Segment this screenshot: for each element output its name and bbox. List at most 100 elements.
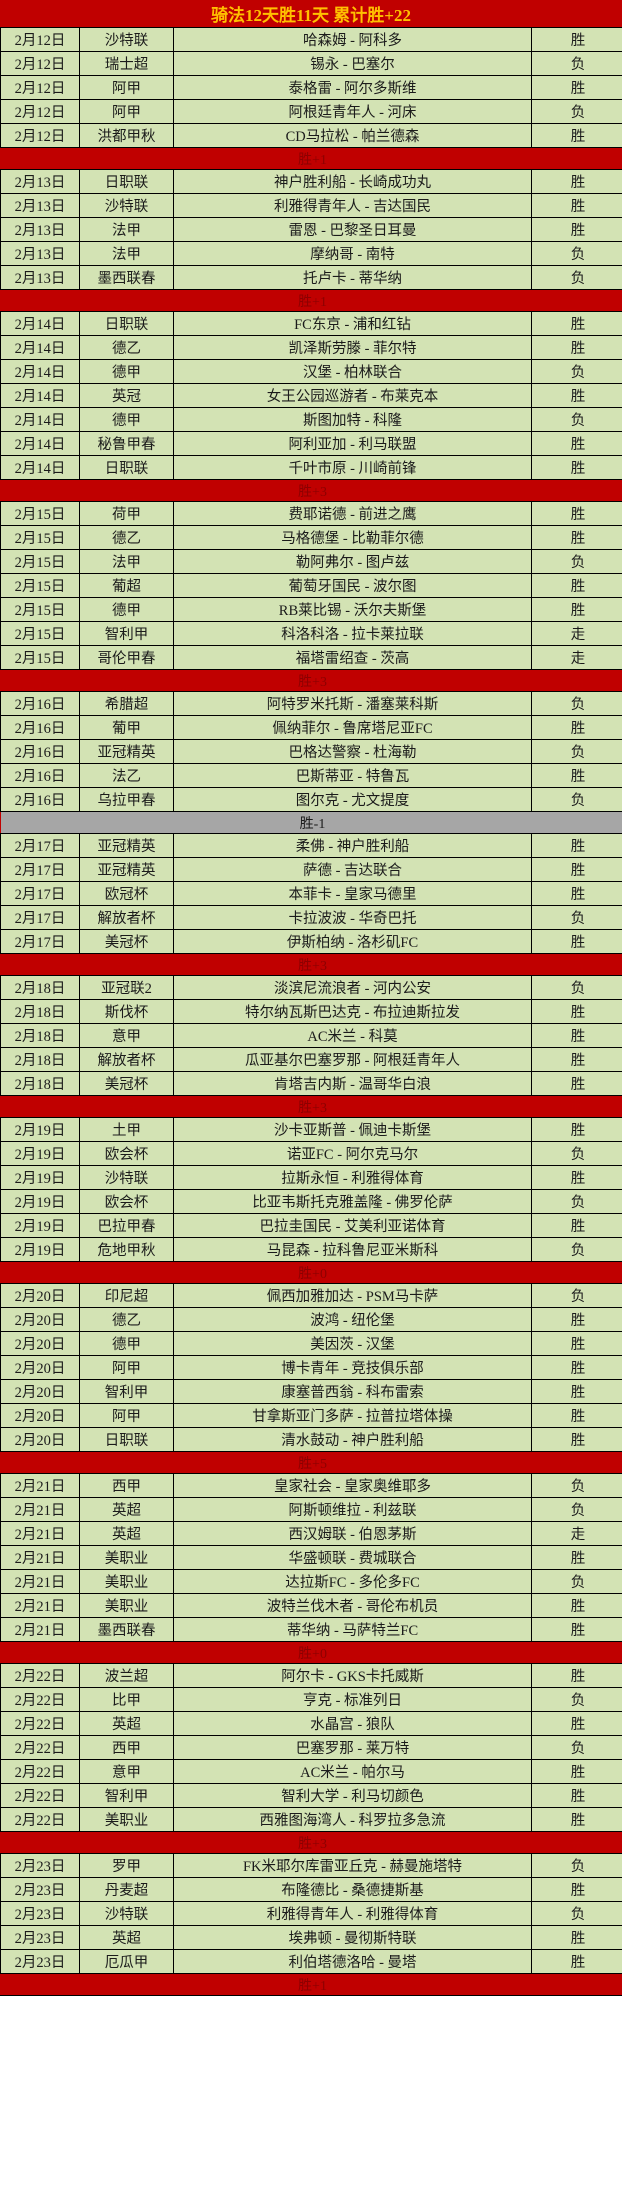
day-summary-label: 胜+5 — [0, 1451, 622, 1474]
cell-match: 阿利亚加 - 利马联盟 — [173, 431, 532, 456]
table-row: 2月22日 美职业 西雅图海湾人 - 科罗拉多急流胜 — [0, 1807, 622, 1832]
table-row: 2月20日 印尼超 佩西加雅加达 - PSM马卡萨负 — [0, 1283, 622, 1308]
cell-league: 法甲 — [79, 549, 174, 574]
cell-result: 负 — [531, 1735, 622, 1760]
cell-league: 德甲 — [79, 359, 174, 384]
cell-match: 雷恩 - 巴黎圣日耳曼 — [173, 217, 532, 242]
table-row: 2月17日 美冠杯 伊斯柏纳 - 洛杉矶FC 胜 — [0, 929, 622, 954]
cell-match: 埃弗顿 - 曼彻斯特联 — [173, 1925, 532, 1950]
table-row: 2月17日 亚冠精英 萨德 - 吉达联合胜 — [0, 857, 622, 882]
table-row: 2月19日 欧会杯 比亚韦斯托克雅盖隆 - 佛罗伦萨负 — [0, 1189, 622, 1214]
cell-result: 胜 — [531, 1807, 622, 1832]
cell-result: 负 — [531, 905, 622, 930]
table-row: 2月19日 沙特联 拉斯永恒 - 利雅得体育胜 — [0, 1165, 622, 1190]
table-row: 2月14日 秘鲁甲春 阿利亚加 - 利马联盟胜 — [0, 431, 622, 456]
cell-date: 2月20日 — [0, 1427, 80, 1452]
cell-date: 2月14日 — [0, 407, 80, 432]
cell-league: 葡甲 — [79, 715, 174, 740]
cell-result: 胜 — [531, 857, 622, 882]
table-row: 2月21日 美职业 波特兰伐木者 - 哥伦布机员胜 — [0, 1593, 622, 1618]
cell-match: 萨德 - 吉达联合 — [173, 857, 532, 882]
cell-league: 墨西联春 — [79, 265, 174, 290]
cell-league: 亚冠联2 — [79, 975, 174, 1000]
cell-date: 2月22日 — [0, 1687, 80, 1712]
cell-date: 2月15日 — [0, 597, 80, 622]
cell-league: 印尼超 — [79, 1283, 174, 1308]
cell-match: 华盛顿联 - 费城联合 — [173, 1545, 532, 1570]
cell-league: 危地甲秋 — [79, 1237, 174, 1262]
cell-league: 日职联 — [79, 169, 174, 194]
cell-date: 2月21日 — [0, 1497, 80, 1522]
cell-league: 比甲 — [79, 1687, 174, 1712]
cell-match: 佩西加雅加达 - PSM马卡萨 — [173, 1283, 532, 1308]
cell-result: 胜 — [531, 525, 622, 550]
cell-result: 胜 — [531, 929, 622, 954]
cell-match: 女王公园巡游者 - 布莱克本 — [173, 383, 532, 408]
cell-result: 负 — [531, 265, 622, 290]
cell-league: 厄瓜甲 — [79, 1949, 174, 1974]
day-summary-label: 胜+1 — [0, 147, 622, 170]
cell-date: 2月19日 — [0, 1213, 80, 1238]
table-row: 2月22日 英超 水晶宫 - 狼队胜 — [0, 1711, 622, 1736]
cell-result: 胜 — [531, 1545, 622, 1570]
cell-league: 日职联 — [79, 311, 174, 336]
cell-result: 走 — [531, 621, 622, 646]
cell-result: 负 — [531, 691, 622, 716]
cell-date: 2月21日 — [0, 1545, 80, 1570]
cell-result: 胜 — [531, 1949, 622, 1974]
day-summary-row: 胜+3 — [0, 1095, 622, 1118]
day-summary-row: 胜+1 — [0, 1973, 622, 1996]
cell-date: 2月13日 — [0, 265, 80, 290]
cell-result: 胜 — [531, 1711, 622, 1736]
cell-result: 负 — [531, 359, 622, 384]
cell-date: 2月12日 — [0, 99, 80, 124]
cell-league: 西甲 — [79, 1735, 174, 1760]
cell-result: 胜 — [531, 169, 622, 194]
cell-result: 胜 — [531, 763, 622, 788]
cell-match: 阿尔卡 - GKS卡托威斯 — [173, 1663, 532, 1688]
page-title: 骑法12天胜11天 累计胜+22 — [0, 0, 622, 27]
cell-result: 胜 — [531, 1925, 622, 1950]
table-row: 2月13日 墨西联春 托卢卡 - 蒂华纳负 — [0, 265, 622, 290]
table-row: 2月16日 乌拉甲春 图尔克 - 尤文提度负 — [0, 787, 622, 812]
cell-date: 2月21日 — [0, 1569, 80, 1594]
cell-match: 智利大学 - 利马切颜色 — [173, 1783, 532, 1808]
day-summary-row: 胜+5 — [0, 1451, 622, 1474]
cell-date: 2月19日 — [0, 1165, 80, 1190]
table-row: 2月23日 丹麦超 布隆德比 - 桑德捷斯基胜 — [0, 1877, 622, 1902]
cell-league: 亚冠精英 — [79, 857, 174, 882]
cell-match: 皇家社会 - 皇家奥维耶多 — [173, 1473, 532, 1498]
cell-result: 负 — [531, 787, 622, 812]
results-table: 2月12日 沙特联 哈森姆 - 阿科多胜 2月12日 瑞士超 锡永 - 巴塞尔负 2月12日… — [0, 27, 622, 1996]
cell-match: 阿根廷青年人 - 河床 — [173, 99, 532, 124]
cell-result: 胜 — [531, 1593, 622, 1618]
cell-date: 2月22日 — [0, 1807, 80, 1832]
cell-match: 佩纳菲尔 - 鲁席塔尼亚FC — [173, 715, 532, 740]
cell-date: 2月19日 — [0, 1141, 80, 1166]
cell-date: 2月18日 — [0, 1047, 80, 1072]
table-row: 2月20日 德乙 波鸿 - 纽伦堡胜 — [0, 1307, 622, 1332]
cell-result: 负 — [531, 1497, 622, 1522]
cell-match: 波鸿 - 纽伦堡 — [173, 1307, 532, 1332]
cell-match: 摩纳哥 - 南特 — [173, 241, 532, 266]
cell-date: 2月14日 — [0, 311, 80, 336]
cell-result: 胜 — [531, 1213, 622, 1238]
cell-date: 2月16日 — [0, 715, 80, 740]
table-row: 2月18日 解放者杯 瓜亚基尔巴塞罗那 - 阿根廷青年人胜 — [0, 1047, 622, 1072]
cell-result: 胜 — [531, 1355, 622, 1380]
cell-match: 巴塞罗那 - 莱万特 — [173, 1735, 532, 1760]
table-row: 2月21日 墨西联春 蒂华纳 - 马萨特兰FC 胜 — [0, 1617, 622, 1642]
table-row: 2月18日 斯伐杯 特尔纳瓦斯巴达克 - 布拉迪斯拉发胜 — [0, 999, 622, 1024]
table-row: 2月19日 欧会杯 诺亚FC - 阿尔克马尔负 — [0, 1141, 622, 1166]
cell-match: 马昆森 - 拉科鲁尼亚米斯科 — [173, 1237, 532, 1262]
cell-result: 胜 — [531, 999, 622, 1024]
cell-result: 胜 — [531, 27, 622, 52]
table-row: 2月22日 智利甲 智利大学 - 利马切颜色胜 — [0, 1783, 622, 1808]
cell-match: 阿斯顿维拉 - 利兹联 — [173, 1497, 532, 1522]
cell-league: 智利甲 — [79, 1783, 174, 1808]
cell-match: 泰格雷 - 阿尔多斯维 — [173, 75, 532, 100]
cell-result: 胜 — [531, 1877, 622, 1902]
cell-league: 阿甲 — [79, 1403, 174, 1428]
cell-date: 2月18日 — [0, 1071, 80, 1096]
cell-date: 2月12日 — [0, 123, 80, 148]
